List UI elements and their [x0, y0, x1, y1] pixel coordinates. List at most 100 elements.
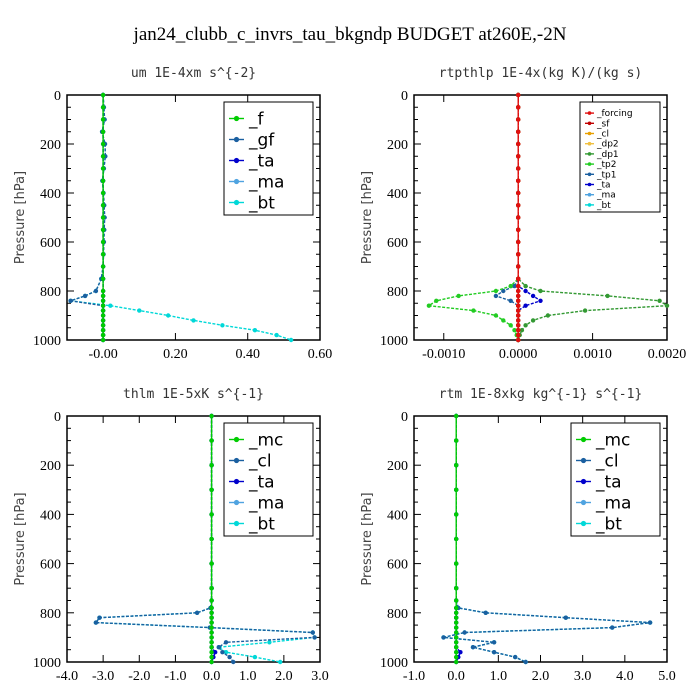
legend-label: _tp2	[596, 160, 616, 170]
data-point	[516, 323, 521, 328]
data-point	[220, 650, 225, 655]
data-point	[493, 293, 499, 299]
legend-entry: _tp2	[585, 160, 616, 170]
legend-entry: _ta	[585, 181, 611, 191]
legend-entry: _sf	[585, 119, 610, 129]
legend-entry: _forcing	[585, 109, 633, 119]
legend-label: _sf	[596, 119, 610, 129]
x-tick-label: 5.0	[658, 669, 676, 684]
y-tick-label: 400	[387, 508, 408, 523]
legend-label: _bt	[595, 515, 622, 535]
x-tick-label: 0.0020	[648, 347, 687, 362]
data-point	[213, 650, 218, 655]
legend-entry: _ma	[576, 494, 631, 514]
data-point	[605, 293, 610, 299]
data-point	[93, 288, 99, 294]
data-point	[512, 283, 517, 289]
panel-4: rtm 1E-8xkg kg^{-1} s^{-1} Pressure [hPa]…	[360, 387, 676, 684]
data-point	[100, 166, 106, 171]
legend-entry: _ta	[229, 152, 275, 172]
y-tick-label: 800	[387, 285, 408, 300]
panel-title: um 1E-4xm s^{-2}	[131, 66, 256, 81]
data-point	[267, 640, 272, 645]
data-point	[454, 463, 459, 468]
legend-label: _ma	[596, 191, 616, 201]
data-point	[516, 154, 521, 159]
data-point	[100, 332, 106, 338]
legend-label: _mc	[248, 431, 283, 451]
x-tick-label: -1.0	[164, 669, 186, 684]
data-point	[426, 303, 432, 308]
legend-entry: _gf	[229, 131, 275, 151]
panel-title: rtm 1E-8xkg kg^{-1} s^{-1}	[439, 387, 643, 402]
data-point	[508, 298, 513, 303]
legend: _forcing_sf_cl_dp2_dp1_tp2_tp1_ta_ma_bt	[579, 101, 661, 213]
legend-label: _gf	[248, 131, 275, 151]
data-point	[454, 615, 459, 620]
data-point	[508, 323, 513, 328]
data-point	[516, 337, 521, 343]
legend-swatch-marker	[233, 199, 240, 206]
legend-swatch-marker	[233, 115, 240, 122]
data-point	[454, 630, 459, 635]
data-point	[491, 640, 497, 645]
legend-swatch-marker	[587, 131, 592, 136]
data-point	[516, 105, 521, 110]
x-tick-label: -3.0	[92, 669, 114, 684]
data-point	[100, 298, 106, 303]
data-point	[454, 586, 459, 591]
data-point	[454, 610, 459, 615]
data-point	[454, 620, 459, 625]
x-tick-label: 1.0	[490, 669, 508, 684]
legend-swatch-marker	[587, 172, 592, 177]
x-tick-label: 0.40	[235, 347, 260, 362]
legend-entry: _ta	[576, 473, 622, 493]
data-point	[454, 659, 459, 665]
panel-1: um 1E-4xm s^{-2} Pressure [hPa] 0 200 400 600…	[13, 66, 332, 362]
data-point	[209, 512, 214, 517]
legend-box	[570, 422, 661, 537]
legend-entry: _mc	[576, 431, 630, 451]
legend-label: _cl	[595, 452, 619, 472]
x-tick-label: 2.0	[532, 669, 550, 684]
series-forcing	[516, 92, 521, 343]
legend-label: _ma	[595, 494, 631, 514]
data-point	[100, 293, 106, 299]
y-tick-label: 200	[387, 138, 408, 153]
x-tick-label: 0.0	[203, 669, 221, 684]
legend-entry: _f	[229, 110, 265, 130]
x-tick-label: 3.0	[574, 669, 592, 684]
data-point	[194, 610, 200, 615]
data-point	[493, 313, 499, 318]
data-point	[100, 328, 106, 333]
legend-swatch-marker	[580, 436, 587, 443]
data-point	[209, 645, 214, 650]
data-point	[100, 141, 106, 147]
legend-label: _tp1	[596, 170, 616, 180]
legend-swatch-marker	[233, 178, 240, 185]
series-mc	[209, 413, 214, 665]
data-point	[100, 288, 106, 294]
data-point	[516, 308, 521, 313]
data-point	[454, 487, 459, 492]
legend-label: _ta	[248, 473, 275, 493]
data-point	[137, 308, 142, 313]
data-point	[108, 303, 113, 308]
data-point	[454, 561, 459, 566]
data-point	[209, 630, 214, 635]
data-point	[100, 190, 106, 196]
legend-label: _mc	[595, 431, 630, 451]
data-point	[100, 227, 106, 232]
data-point	[100, 129, 106, 134]
data-point	[100, 92, 106, 98]
data-point	[523, 323, 528, 328]
data-point	[209, 561, 214, 566]
y-tick-label: 0	[401, 410, 408, 425]
data-point	[209, 413, 214, 419]
legend-entry: _cl	[585, 130, 609, 140]
legend-swatch-marker	[580, 499, 587, 506]
data-point	[209, 438, 214, 443]
legend-entry: _tp1	[585, 170, 616, 180]
legend-entry: _ma	[229, 173, 284, 193]
